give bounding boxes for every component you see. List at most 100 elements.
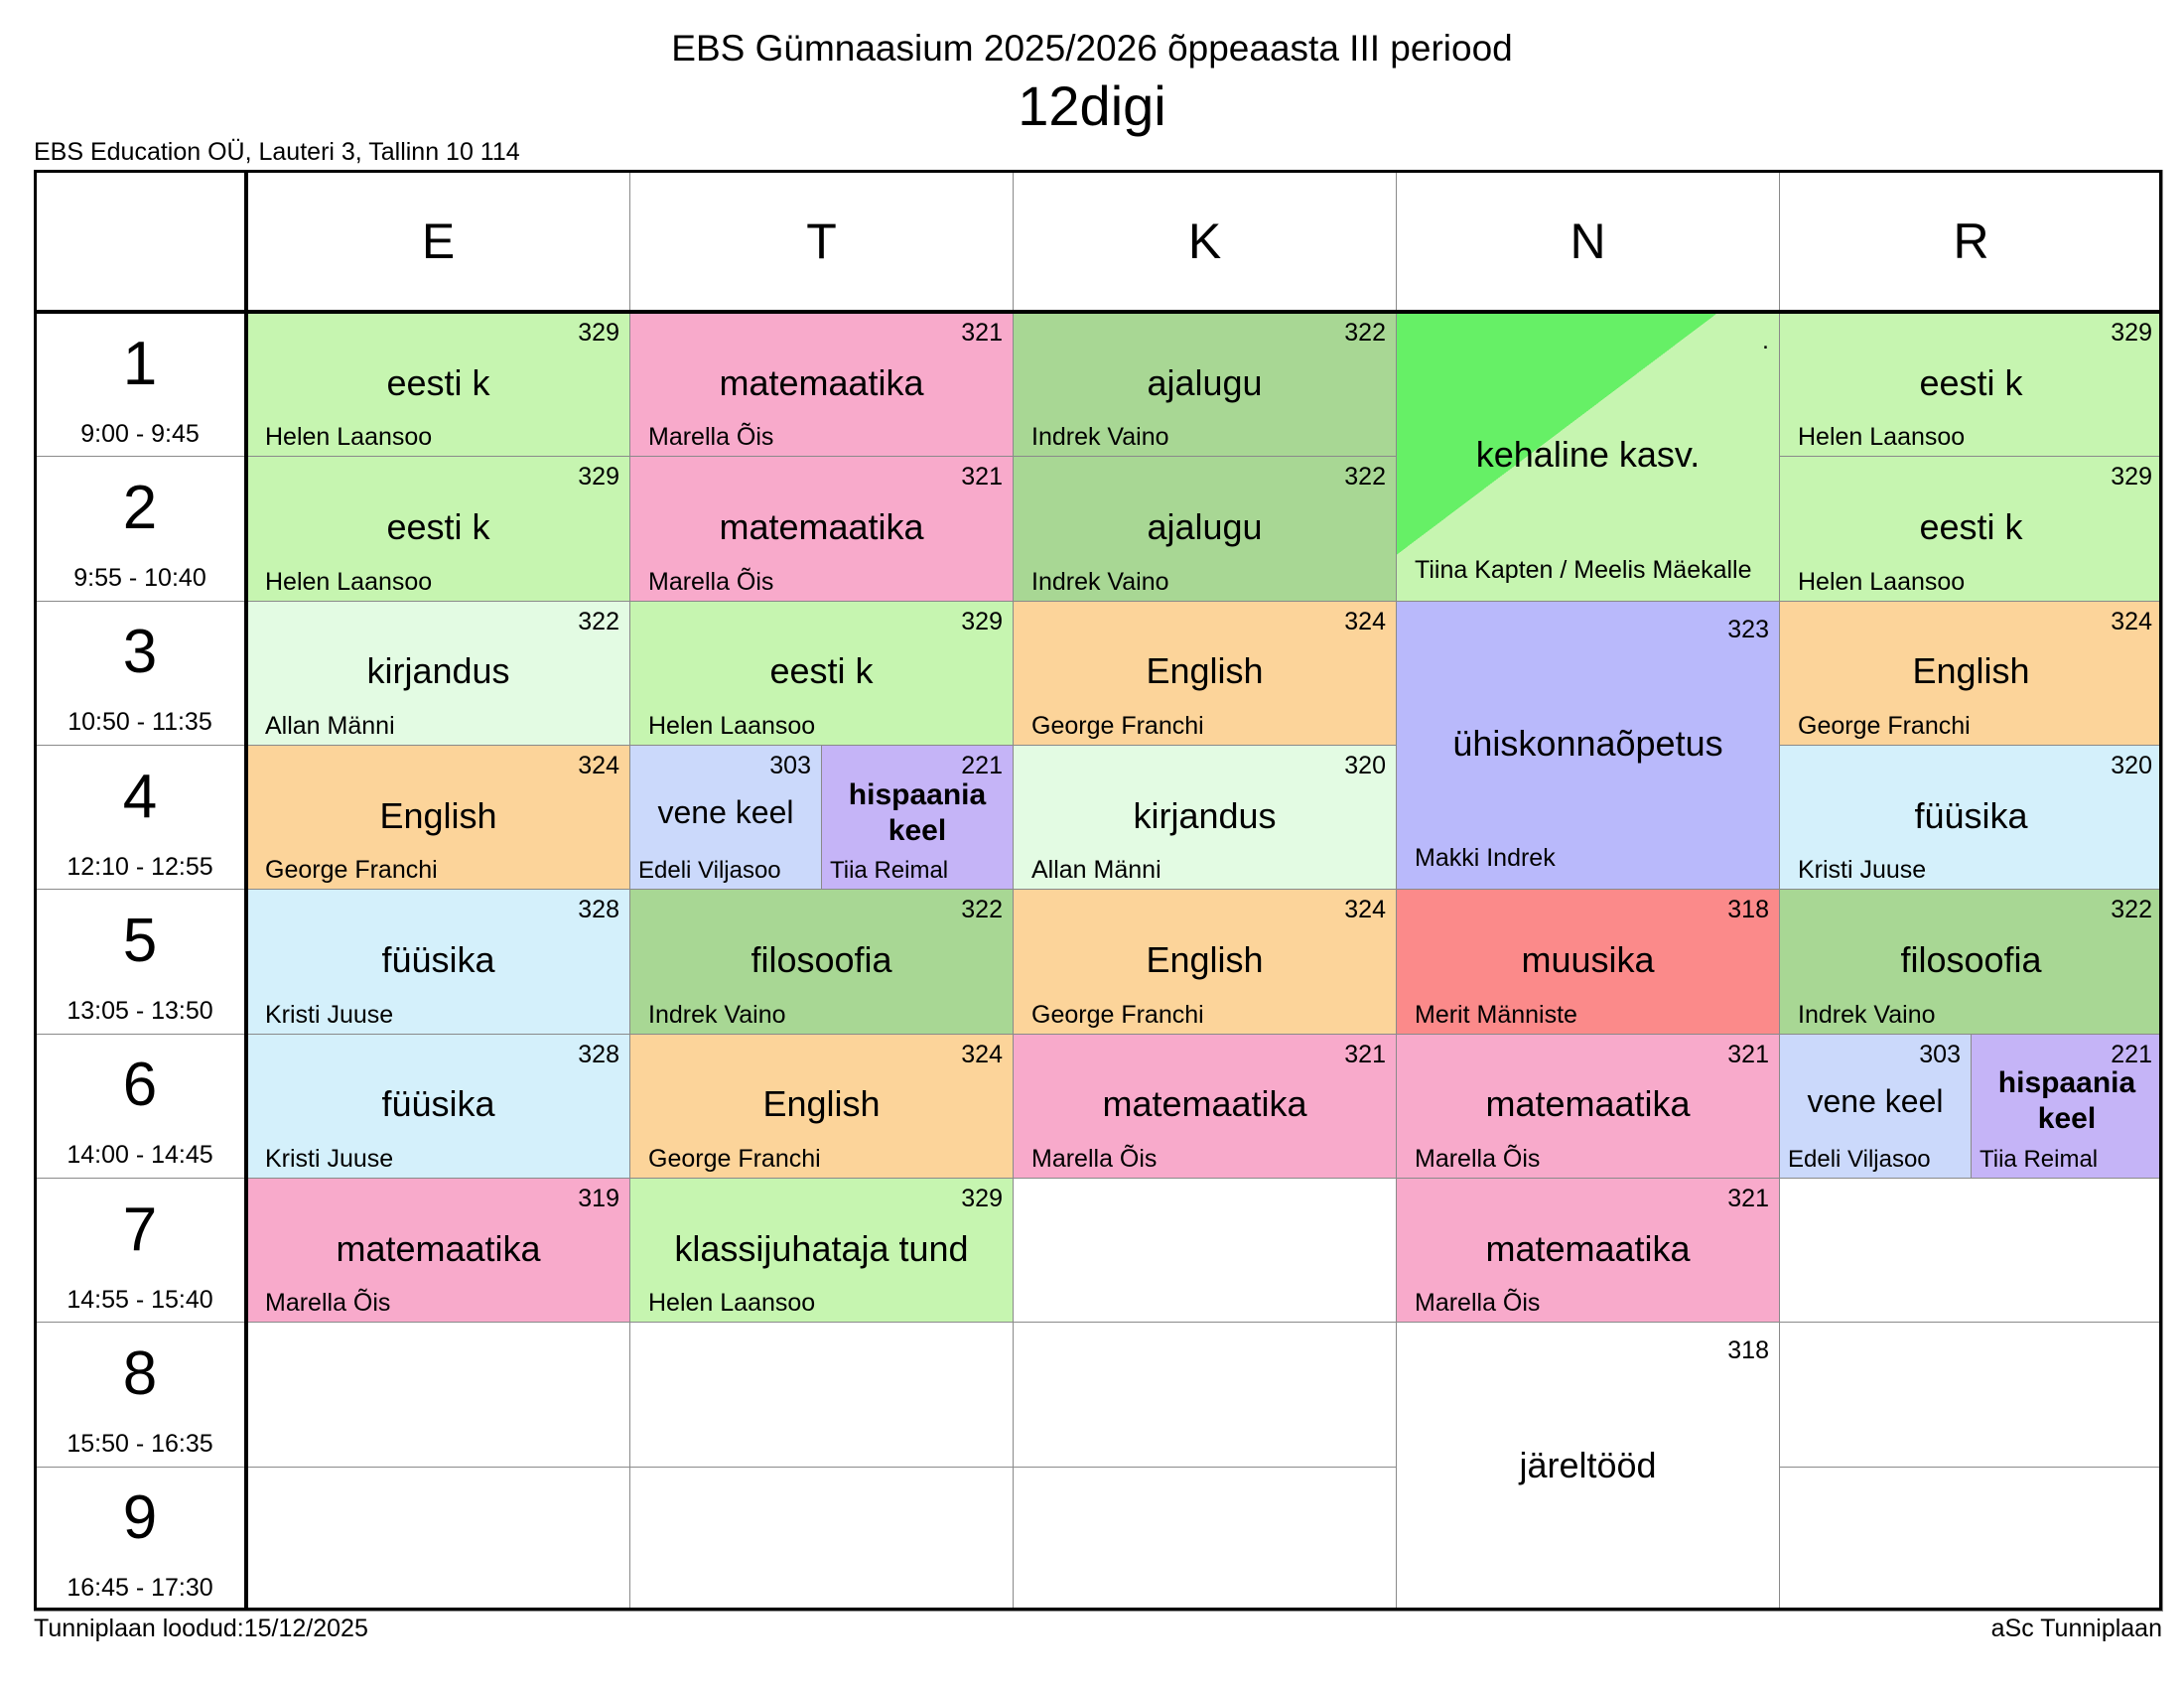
lesson-cell: 323 ühiskonnaõpetus Makki Indrek <box>1396 600 1780 891</box>
room-number: 324 <box>2111 607 2152 635</box>
lesson-cell: 329 eesti k Helen Laansoo <box>246 312 630 458</box>
lesson-cell: 324 English George Franchi <box>246 745 630 891</box>
room-number: 221 <box>961 752 1003 779</box>
teacher: Kristi Juuse <box>265 1000 394 1029</box>
lesson-cell: 221 hispaania keel Tiia Reimal <box>821 745 1014 891</box>
lesson-cell: 320 füüsika Kristi Juuse <box>1779 745 2163 891</box>
period-time: 12:10 - 12:55 <box>67 852 213 881</box>
room-number: 322 <box>1344 319 1386 347</box>
teacher: Makki Indrek <box>1415 844 1556 873</box>
teacher: Indrek Vaino <box>648 1000 786 1029</box>
lesson-cell: 324 English George Franchi <box>1013 889 1397 1035</box>
room-number: 319 <box>578 1185 619 1212</box>
subject: matemaatika <box>719 361 924 403</box>
software-name: aSc Tunniplaan <box>1990 1615 2162 1642</box>
room-number: 321 <box>1344 1040 1386 1068</box>
room-number: 324 <box>578 752 619 779</box>
subject: filosoofia <box>1900 938 2042 980</box>
lesson-cell: 329 eesti k Helen Laansoo <box>1779 456 2163 602</box>
room-number: 318 <box>1727 896 1769 924</box>
period-time: 14:55 - 15:40 <box>67 1285 213 1314</box>
teacher: Allan Männi <box>265 711 395 740</box>
room-number: 323 <box>1727 615 1769 643</box>
teacher: Indrek Vaino <box>1798 1000 1936 1029</box>
teacher: Marella Õis <box>648 423 774 452</box>
period-time: 9:55 - 10:40 <box>73 564 206 593</box>
empty-cell <box>629 1466 1014 1612</box>
period-time: 13:05 - 13:50 <box>67 997 213 1026</box>
subject: järeltööd <box>1519 1444 1657 1485</box>
room-number: 324 <box>961 1040 1003 1068</box>
teacher: Allan Männi <box>1031 856 1161 885</box>
lesson-cell: 320 kirjandus Allan Männi <box>1013 745 1397 891</box>
subject: English <box>762 1083 881 1125</box>
period-number: 5 <box>122 906 158 975</box>
teacher: Indrek Vaino <box>1031 567 1169 596</box>
room-number: 324 <box>1344 896 1386 924</box>
lesson-cell: 321 matemaatika Marella Õis <box>629 456 1014 602</box>
period-cell: 9 16:45 - 17:30 <box>34 1466 246 1612</box>
teacher: Marella Õis <box>648 567 774 596</box>
lesson-cell: 329 eesti k Helen Laansoo <box>246 456 630 602</box>
lesson-cell: 319 matemaatika Marella Õis <box>246 1178 630 1324</box>
room-number: 322 <box>1344 463 1386 492</box>
teacher: Kristi Juuse <box>265 1144 394 1173</box>
period-number: 4 <box>122 762 158 831</box>
created-date: Tunniplaan loodud:15/12/2025 <box>34 1615 368 1642</box>
period-time: 15:50 - 16:35 <box>67 1430 213 1459</box>
room-number: 329 <box>578 319 619 347</box>
subject: klassijuhataja tund <box>674 1227 969 1269</box>
period-time: 16:45 - 17:30 <box>67 1574 213 1603</box>
room-number: . <box>1762 327 1769 354</box>
lesson-cell: 221 hispaania keel Tiia Reimal <box>1971 1033 2163 1179</box>
room-number: 328 <box>578 896 619 924</box>
teacher: George Franchi <box>648 1144 821 1173</box>
empty-cell <box>1779 1466 2163 1612</box>
subject: ajalugu <box>1147 505 1263 547</box>
teacher: Kristi Juuse <box>1798 856 1927 885</box>
period-time: 9:00 - 9:45 <box>80 419 200 448</box>
teacher: Tiia Reimal <box>830 857 949 885</box>
room-number: 324 <box>1344 607 1386 635</box>
subject: füüsika <box>1914 794 2028 836</box>
subject: füüsika <box>381 1083 495 1125</box>
period-number: 7 <box>122 1195 158 1264</box>
teacher: Edeli Viljasoo <box>638 857 781 885</box>
lesson-cell: 322 ajalugu Indrek Vaino <box>1013 312 1397 458</box>
subject: eesti k <box>386 505 490 547</box>
teacher: Tiia Reimal <box>1979 1145 2099 1173</box>
empty-cell <box>1013 1178 1397 1324</box>
header-divider <box>34 310 2162 314</box>
lesson-cell: 329 eesti k Helen Laansoo <box>629 600 1014 746</box>
teacher: George Franchi <box>1798 711 1971 740</box>
subject: English <box>1146 938 1264 980</box>
subject: kehaline kasv. <box>1475 434 1701 476</box>
subject: matemaatika <box>1485 1227 1691 1269</box>
teacher: Helen Laansoo <box>648 711 816 740</box>
period-number: 8 <box>122 1338 158 1408</box>
lesson-cell: 318 muusika Merit Männiste <box>1396 889 1780 1035</box>
teacher: Tiina Kapten / Meelis Mäekalle <box>1415 555 1752 584</box>
teacher: Marella Õis <box>1031 1144 1158 1173</box>
room-number: 329 <box>2111 319 2152 347</box>
subject: kirjandus <box>1133 794 1277 836</box>
lesson-cell: 322 filosoofia Indrek Vaino <box>1779 889 2163 1035</box>
teacher: Helen Laansoo <box>648 1289 816 1318</box>
room-number: 322 <box>578 607 619 635</box>
lesson-cell: 322 ajalugu Indrek Vaino <box>1013 456 1397 602</box>
lesson-cell: 321 matemaatika Marella Õis <box>1396 1178 1780 1324</box>
teacher: Merit Männiste <box>1415 1000 1577 1029</box>
room-number: 318 <box>1727 1336 1769 1365</box>
title: EBS Gümnaasium 2025/2026 õppeaasta III p… <box>671 28 1513 69</box>
room-number: 321 <box>1727 1185 1769 1212</box>
lesson-cell: 324 English George Franchi <box>1779 600 2163 746</box>
address: EBS Education OÜ, Lauteri 3, Tallinn 10 … <box>34 138 520 166</box>
subject: ühiskonnaõpetus <box>1452 722 1723 764</box>
period-cell: 7 14:55 - 15:40 <box>34 1178 246 1324</box>
room-number: 322 <box>2111 896 2152 924</box>
lesson-cell: 322 kirjandus Allan Männi <box>246 600 630 746</box>
room-number: 321 <box>961 463 1003 492</box>
lesson-cell: 318 järeltööd <box>1396 1322 1780 1612</box>
teacher: Helen Laansoo <box>1798 567 1966 596</box>
room-number: 221 <box>2111 1040 2152 1068</box>
